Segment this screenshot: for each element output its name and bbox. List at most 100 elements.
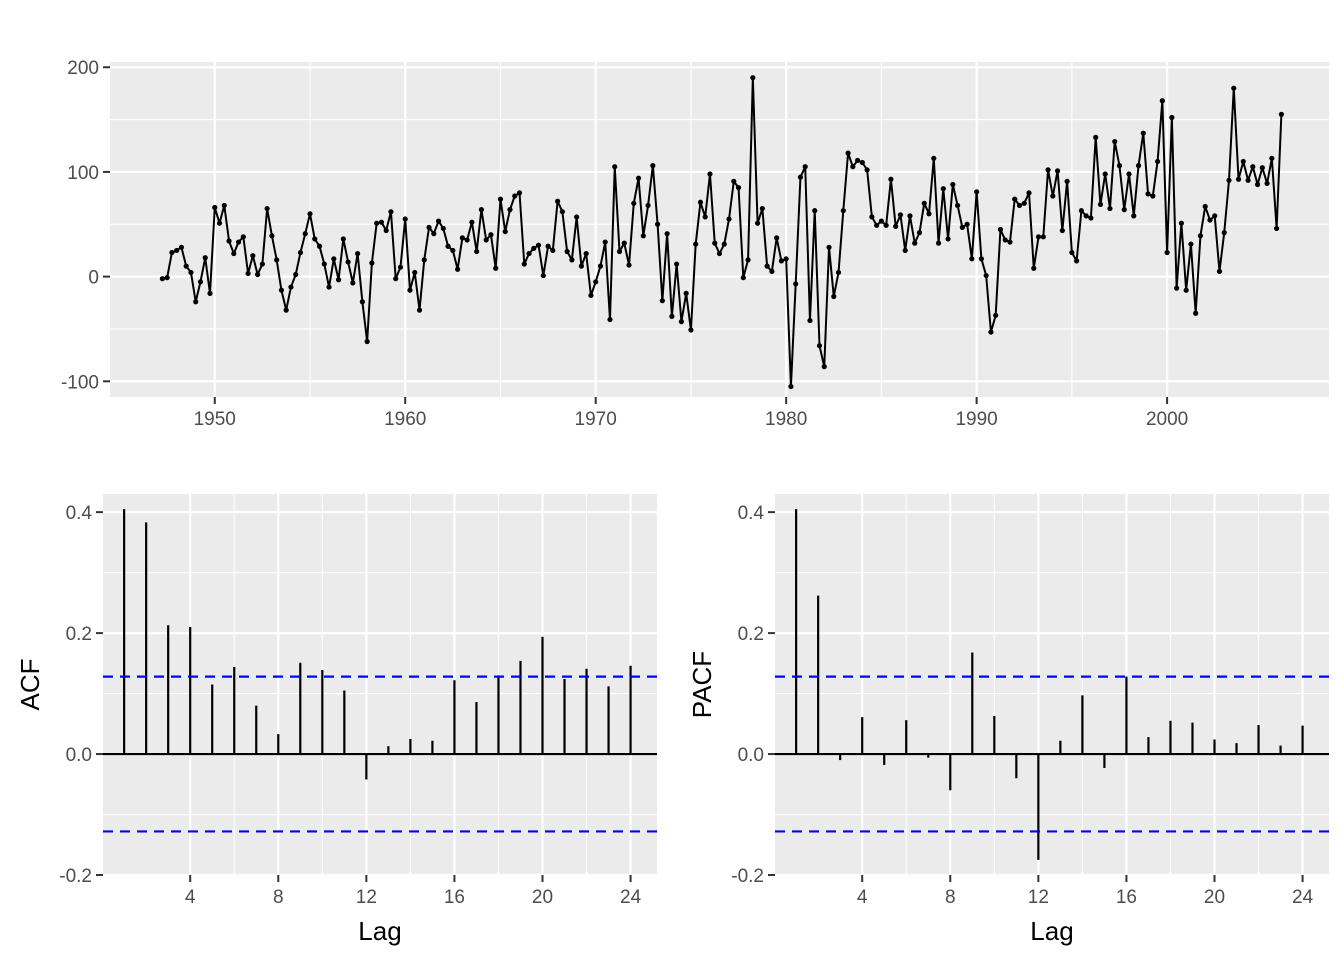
data-point — [207, 290, 213, 296]
y-tick-label: 0.2 — [66, 624, 92, 645]
data-point — [421, 257, 427, 263]
data-point — [954, 202, 961, 209]
data-point — [945, 236, 951, 242]
data-point — [359, 299, 365, 305]
data-point — [1054, 168, 1061, 174]
y-tick-label: 0.4 — [66, 503, 93, 524]
data-point — [502, 228, 508, 235]
data-point — [788, 383, 794, 390]
panel-background — [775, 494, 1329, 875]
data-point — [1207, 217, 1213, 223]
data-point — [407, 287, 413, 293]
data-point — [545, 243, 551, 249]
data-point — [450, 247, 456, 254]
acf-chart: -0.2 0.0 0.2 0.4 4 8 12 16 20 24 Lag ACF — [15, 494, 657, 946]
data-point — [440, 225, 446, 232]
data-point — [512, 193, 518, 199]
data-point — [369, 260, 375, 266]
data-point — [355, 250, 361, 257]
data-point — [874, 222, 880, 228]
data-point — [1235, 176, 1242, 182]
y-axis-title: PACF — [687, 651, 717, 718]
data-point — [464, 237, 470, 243]
data-point — [469, 219, 475, 225]
y-axis-title: ACF — [15, 659, 45, 711]
data-point — [1074, 258, 1080, 264]
data-point — [478, 207, 485, 213]
data-point — [821, 364, 827, 370]
data-point — [316, 243, 323, 249]
data-point — [840, 208, 846, 214]
data-point — [255, 271, 261, 278]
x-tick-label: 4 — [185, 887, 196, 908]
data-point — [726, 216, 732, 222]
data-point — [374, 220, 380, 226]
data-point — [345, 259, 351, 265]
data-point — [364, 338, 370, 345]
data-point — [1116, 163, 1123, 169]
data-point — [1059, 227, 1065, 234]
x-axis-title: Lag — [1030, 916, 1073, 946]
data-point — [1154, 158, 1161, 165]
data-point — [707, 171, 713, 177]
data-point — [897, 212, 904, 218]
data-point — [950, 181, 956, 188]
data-point — [1193, 310, 1199, 316]
data-point — [278, 287, 285, 293]
data-point — [1002, 237, 1008, 243]
data-point — [1078, 208, 1084, 214]
data-point — [1035, 234, 1042, 240]
data-point — [1107, 205, 1113, 212]
data-point — [1216, 268, 1223, 274]
data-point — [1197, 233, 1204, 239]
data-point — [507, 207, 513, 213]
data-point — [1088, 215, 1094, 221]
data-point — [650, 163, 656, 169]
y-tick-label: 0.0 — [66, 745, 92, 766]
data-point — [921, 200, 927, 206]
data-point — [597, 263, 604, 269]
x-tick-label: 1950 — [194, 409, 236, 430]
data-point — [321, 261, 327, 267]
data-point — [1093, 134, 1099, 140]
data-point — [1112, 138, 1118, 145]
data-point — [850, 164, 856, 170]
data-point — [535, 242, 542, 248]
data-point — [1240, 158, 1246, 165]
data-point — [412, 269, 418, 276]
data-point — [626, 262, 632, 268]
data-point — [1064, 178, 1070, 184]
data-point — [869, 214, 875, 220]
data-point — [645, 202, 651, 209]
data-point — [783, 256, 789, 262]
data-point — [916, 230, 923, 236]
x-tick-label: 8 — [945, 887, 956, 908]
data-point — [350, 280, 356, 286]
data-point — [778, 258, 785, 264]
data-point — [335, 277, 342, 283]
data-point — [221, 202, 227, 209]
data-point — [1269, 155, 1275, 161]
data-point — [931, 155, 937, 161]
data-point — [378, 219, 385, 225]
data-point — [1274, 225, 1280, 232]
data-point — [964, 221, 970, 227]
data-point — [797, 174, 804, 180]
data-point — [402, 216, 408, 222]
data-point — [226, 238, 232, 244]
data-point — [735, 185, 742, 191]
data-point — [240, 234, 246, 240]
data-point — [831, 293, 837, 300]
data-point — [159, 276, 165, 282]
data-point — [493, 265, 499, 271]
data-point — [988, 329, 994, 335]
data-point — [978, 256, 984, 262]
data-point — [550, 247, 556, 254]
data-point — [1188, 241, 1194, 247]
data-point — [1169, 114, 1175, 121]
data-point — [459, 235, 465, 241]
data-point — [893, 223, 899, 229]
data-point — [888, 176, 894, 182]
data-point — [769, 268, 775, 274]
x-tick-label: 20 — [532, 887, 553, 908]
